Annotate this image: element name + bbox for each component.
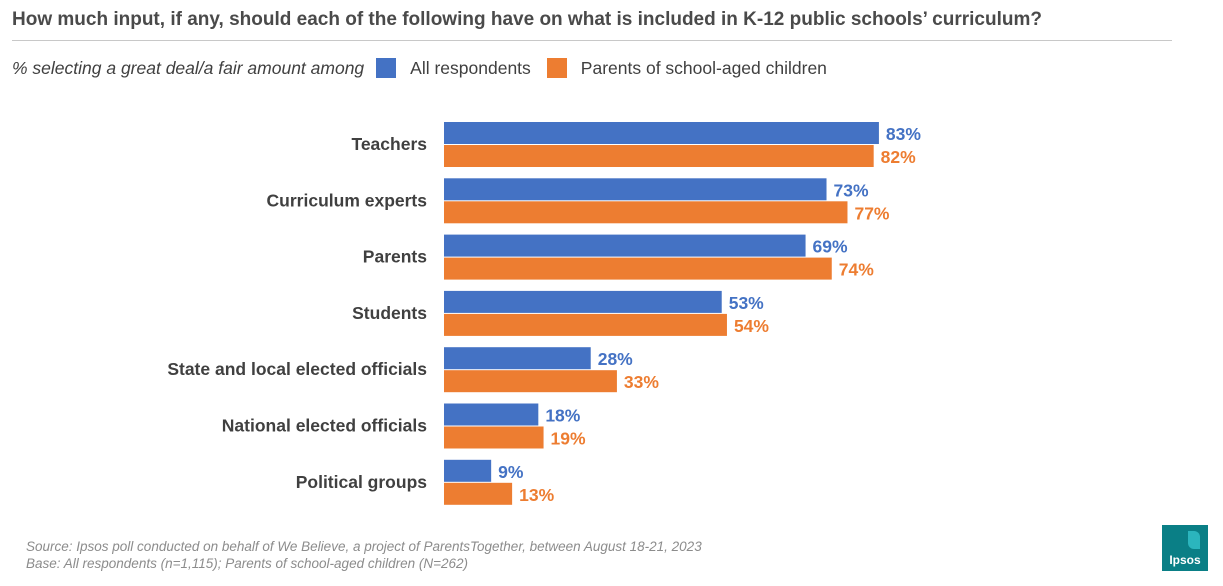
base-line: Base: All respondents (n=1,115); Parents… (26, 556, 469, 571)
value-label-curriculum-experts-all-respondents: 73% (834, 180, 869, 200)
value-label-parents-all-respondents: 69% (813, 237, 848, 257)
value-label-state-and-local-elected-officials-all-respondents: 28% (598, 349, 633, 369)
category-label-state-and-local-elected-officials: State and local elected officials (167, 359, 427, 379)
source-note: Source: Ipsos poll conducted on behalf o… (26, 538, 702, 572)
value-label-students-all-respondents: 53% (729, 293, 764, 313)
value-label-national-elected-officials-all-respondents: 18% (545, 406, 580, 426)
legend-swatch-parents (546, 58, 567, 78)
bar-curriculum-experts-all-respondents (444, 178, 827, 201)
category-label-students: Students (352, 303, 427, 323)
source-line: Source: Ipsos poll conducted on behalf o… (26, 539, 702, 554)
bar-political-groups-parents-of-school-aged-children (444, 482, 513, 505)
ipsos-logo-text: Ipsos (1169, 553, 1201, 567)
legend-label-all-respondents: All respondents (410, 57, 531, 78)
value-label-political-groups-parents-of-school-aged-children: 13% (519, 485, 554, 505)
bar-students-parents-of-school-aged-children (444, 313, 727, 336)
value-label-parents-parents-of-school-aged-children: 74% (839, 260, 874, 280)
category-label-parents: Parents (363, 247, 427, 267)
value-label-teachers-parents-of-school-aged-children: 82% (881, 147, 916, 167)
value-label-curriculum-experts-parents-of-school-aged-children: 77% (854, 203, 889, 223)
legend-item-parents: Parents of school-aged children (546, 57, 827, 79)
legend: % selecting a great deal/a fair amount a… (12, 57, 843, 79)
bar-parents-parents-of-school-aged-children (444, 257, 832, 280)
legend-item-all-respondents: All respondents (376, 58, 531, 79)
category-label-national-elected-officials: National elected officials (222, 416, 427, 436)
bar-teachers-all-respondents (444, 122, 879, 144)
ipsos-logo: Ipsos (1162, 525, 1208, 571)
title-divider (12, 40, 1172, 41)
bar-state-and-local-elected-officials-parents-of-school-aged-children (444, 370, 617, 393)
value-label-students-parents-of-school-aged-children: 54% (734, 316, 769, 336)
value-label-political-groups-all-respondents: 9% (498, 462, 524, 482)
category-label-political-groups: Political groups (296, 472, 428, 492)
value-label-state-and-local-elected-officials-parents-of-school-aged-children: 33% (624, 372, 659, 392)
bar-teachers-parents-of-school-aged-children (444, 145, 874, 167)
ipsos-logo-mark-icon (1188, 531, 1200, 549)
bar-curriculum-experts-parents-of-school-aged-children (444, 201, 848, 224)
bar-students-all-respondents (444, 290, 722, 313)
value-label-national-elected-officials-parents-of-school-aged-children: 19% (551, 429, 586, 449)
value-label-teachers-all-respondents: 83% (886, 124, 921, 144)
legend-label-parents: Parents of school-aged children (580, 57, 827, 78)
bar-national-elected-officials-all-respondents (444, 403, 539, 426)
bar-parents-all-respondents (444, 234, 806, 257)
legend-lead-text: % selecting a great deal/a fair amount a… (12, 57, 365, 78)
category-label-curriculum-experts: Curriculum experts (267, 190, 428, 210)
bar-national-elected-officials-parents-of-school-aged-children (444, 426, 544, 449)
bar-political-groups-all-respondents (444, 459, 492, 482)
chart-title: How much input, if any, should each of t… (12, 9, 1042, 30)
bar-state-and-local-elected-officials-all-respondents (444, 347, 591, 370)
legend-swatch-all-respondents (376, 58, 397, 78)
category-label-teachers: Teachers (351, 134, 427, 154)
